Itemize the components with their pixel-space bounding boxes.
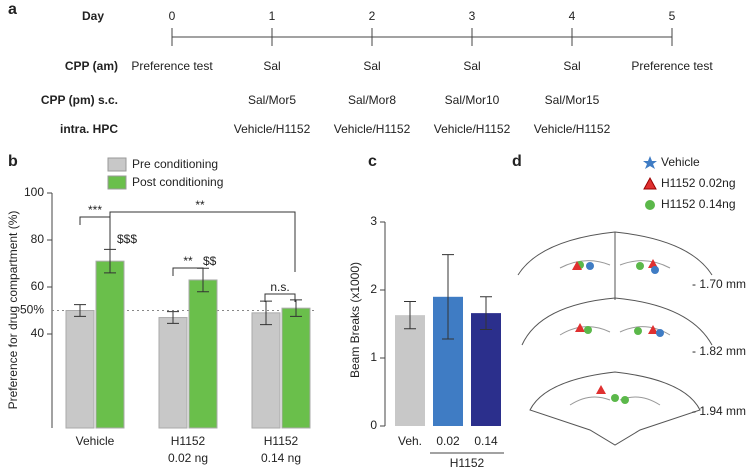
legend-triangle xyxy=(643,176,657,190)
sig-bracket xyxy=(172,267,204,276)
legend-swatch xyxy=(107,157,127,172)
error-bar xyxy=(74,304,86,317)
annotation: ** xyxy=(183,254,193,268)
row-label: CPP (am) xyxy=(65,59,118,73)
cell: Vehicle/H1152 xyxy=(334,122,411,136)
legend-label: H1152 0.14ng xyxy=(661,197,736,211)
sig-bracket xyxy=(264,293,296,302)
row-label: intra. HPC xyxy=(60,122,118,136)
x-tick-label: 0.14 ng xyxy=(261,451,301,465)
error-bar xyxy=(404,301,416,330)
brain-slices xyxy=(517,231,713,446)
annotation: *** xyxy=(88,203,102,217)
day-label: 2 xyxy=(369,9,376,23)
panel-label: c xyxy=(368,153,377,170)
row-label: Day xyxy=(82,9,104,23)
x-tick-label: Vehicle xyxy=(76,434,115,448)
legend-star xyxy=(643,156,657,169)
panel-label: d xyxy=(512,153,522,170)
site-markers xyxy=(572,259,664,404)
x-tick-label: 0.02 ng xyxy=(168,451,208,465)
panel-label: a xyxy=(8,1,17,18)
cell: Sal/Mor10 xyxy=(445,93,500,107)
y-tick-label: 1 xyxy=(370,350,377,364)
legend-label: Post conditioning xyxy=(132,175,223,189)
cell: Sal xyxy=(463,59,480,73)
legend-label: Pre conditioning xyxy=(132,157,218,171)
sig-bracket xyxy=(79,216,111,225)
y-tick-label: 0 xyxy=(370,418,377,432)
day-label: 4 xyxy=(569,9,576,23)
day-label: 5 xyxy=(669,9,676,23)
cell: Vehicle/H1152 xyxy=(534,122,611,136)
panel-label: b xyxy=(8,153,18,170)
day-label: 3 xyxy=(469,9,476,23)
y-axis-title: Beam Breaks (x1000) xyxy=(348,262,362,378)
x-tick-label: 0.14 xyxy=(474,434,498,448)
error-bar xyxy=(167,311,179,324)
bar xyxy=(281,307,311,429)
cell: Sal/Mor15 xyxy=(545,93,600,107)
row-label: CPP (pm) s.c. xyxy=(41,93,118,107)
x-tick-label: Veh. xyxy=(398,434,422,448)
bar xyxy=(158,317,188,429)
y-tick-label: 3 xyxy=(370,214,377,228)
y-tick-label: 80 xyxy=(31,232,45,246)
error-bar xyxy=(260,300,272,326)
x-tick-label: H1152 xyxy=(171,434,206,448)
cell: Sal xyxy=(563,59,580,73)
section-label: - 1.70 mm xyxy=(692,277,746,291)
legend-label: H1152 0.02ng xyxy=(661,176,736,190)
cell: Sal/Mor8 xyxy=(348,93,396,107)
section-label: - 1.82 mm xyxy=(692,344,746,358)
cell: Sal xyxy=(363,59,380,73)
bar xyxy=(395,315,425,426)
y-tick-label: 100 xyxy=(24,185,44,199)
bar xyxy=(65,310,95,429)
cell: Preference test xyxy=(131,59,213,73)
bar xyxy=(95,260,125,429)
x-tick-label: 0.02 xyxy=(436,434,460,448)
y-tick-label: 2 xyxy=(370,282,377,296)
y-tick-label: 60 xyxy=(31,279,45,293)
cell: Vehicle/H1152 xyxy=(434,122,511,136)
bar xyxy=(471,313,501,426)
annotation: ** xyxy=(195,198,205,212)
bar xyxy=(251,312,281,429)
group-label: H1152 xyxy=(450,456,485,470)
y-axis-title: Preference for drug compartment (%) xyxy=(6,211,20,410)
annotation: $$$ xyxy=(117,232,137,246)
annotation: $$ xyxy=(203,254,217,268)
reference-label: 50% xyxy=(20,303,44,317)
legend-circle xyxy=(645,200,655,210)
cell: Preference test xyxy=(631,59,713,73)
cell: Sal xyxy=(263,59,280,73)
x-tick-label: H1152 xyxy=(264,434,299,448)
cell: Sal/Mor5 xyxy=(248,93,296,107)
cell: Vehicle/H1152 xyxy=(234,122,311,136)
y-tick-label: 40 xyxy=(31,326,45,340)
day-label: 0 xyxy=(169,9,176,23)
sig-bracket xyxy=(109,211,296,272)
error-bar xyxy=(480,296,492,330)
section-label: - 1.94 mm xyxy=(692,404,746,418)
error-bar xyxy=(442,254,454,340)
bar xyxy=(188,279,218,429)
annotation: n.s. xyxy=(270,280,289,294)
day-label: 1 xyxy=(269,9,276,23)
error-bar xyxy=(290,299,302,317)
legend-swatch xyxy=(107,175,127,190)
legend-label: Vehicle xyxy=(661,155,700,169)
